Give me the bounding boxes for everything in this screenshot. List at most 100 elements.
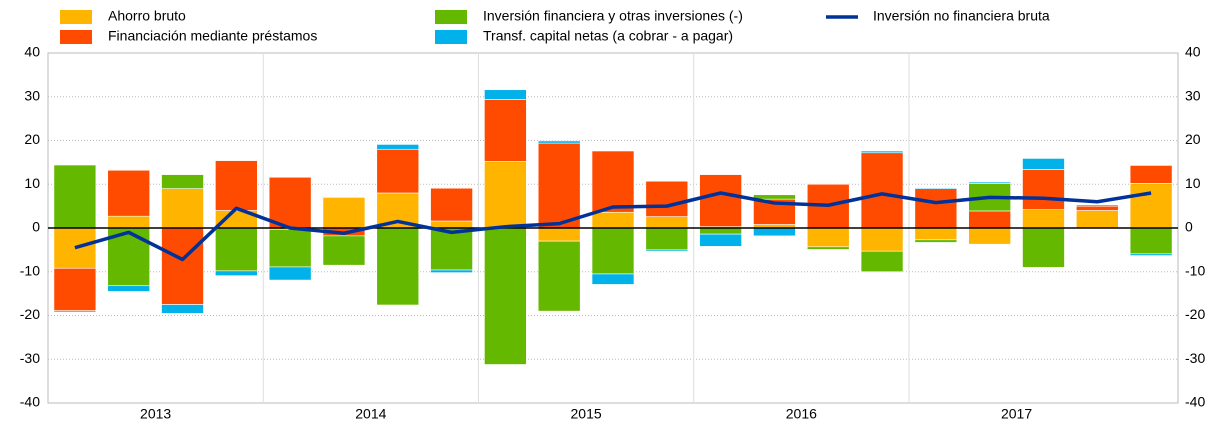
- bar-segment: [914, 188, 958, 229]
- y2-tick-label: -40: [1185, 394, 1205, 410]
- bar-segment: [430, 220, 473, 229]
- bar-segment: [806, 246, 850, 250]
- legend-label: Inversión financiera y otras inversiones…: [483, 8, 743, 24]
- bar-segment: [322, 235, 366, 266]
- bar-segment: [860, 227, 904, 252]
- bar-segment: [914, 187, 958, 189]
- y2-tick-label: 30: [1185, 87, 1201, 103]
- bar-segment: [860, 150, 904, 154]
- bar-segment: [484, 99, 527, 162]
- bar-segment: [484, 89, 527, 100]
- x-tick-label: 2014: [355, 406, 386, 422]
- bar-segment: [860, 152, 904, 229]
- bar-segment: [161, 304, 204, 314]
- y2-tick-label: -10: [1185, 262, 1205, 278]
- bar-segment: [1022, 227, 1065, 268]
- bar-segment: [430, 227, 473, 271]
- y-tick-label: 30: [24, 87, 40, 103]
- bar-segment: [215, 160, 258, 211]
- bar-segment: [537, 227, 581, 242]
- bar-segment: [968, 210, 1011, 229]
- y2-tick-label: 0: [1185, 219, 1193, 235]
- bar-segment: [645, 249, 689, 252]
- x-tick-label: 2016: [786, 406, 817, 422]
- bar-segment: [591, 227, 635, 275]
- bar-segment: [53, 310, 97, 313]
- bar-segment: [914, 227, 958, 241]
- bar-segment: [430, 269, 473, 273]
- legend-label: Transf. capital netas (a cobrar - a paga…: [483, 28, 733, 44]
- x-tick-label: 2017: [1001, 406, 1032, 422]
- y-tick-label: -10: [20, 262, 40, 278]
- y-tick-label: 40: [24, 44, 40, 60]
- bar-segment: [1076, 204, 1119, 207]
- bar-segment: [753, 194, 796, 200]
- bar-segment: [1129, 253, 1173, 256]
- bar-segment: [107, 285, 150, 292]
- y-tick-label: -20: [20, 306, 40, 322]
- bar-segment: [537, 140, 581, 144]
- bar-segment: [537, 240, 581, 312]
- bar-segment: [914, 239, 958, 243]
- bar-segment: [1022, 209, 1065, 229]
- bar-segment: [860, 250, 904, 273]
- bar-segment: [53, 267, 97, 311]
- line-series: [74, 191, 1152, 262]
- bar-segment: [215, 227, 258, 272]
- bar-segment: [699, 174, 742, 227]
- y-tick-label: 0: [32, 219, 40, 235]
- bar-segment: [591, 150, 635, 213]
- bar-segment: [645, 227, 689, 251]
- bar-segment: [484, 227, 527, 365]
- y-tick-label: -40: [20, 394, 40, 410]
- legend-swatch: [60, 30, 92, 44]
- bar-segment: [430, 187, 473, 222]
- y-tick-label: -30: [20, 350, 40, 366]
- bar-segment: [537, 142, 581, 229]
- bar-segment: [806, 227, 850, 248]
- y2-tick-label: 10: [1185, 175, 1201, 191]
- bar-segment: [591, 211, 635, 229]
- bar-segment: [107, 215, 150, 229]
- legend-label: Ahorro bruto: [108, 8, 186, 24]
- bar-segment: [645, 216, 689, 229]
- bar-segment: [161, 227, 204, 305]
- x-tick-label: 2015: [571, 406, 602, 422]
- bar-segment: [1076, 210, 1119, 229]
- y2-tick-label: 40: [1185, 44, 1201, 60]
- bar-segment: [1022, 169, 1065, 210]
- bar-segment: [699, 233, 742, 247]
- bar-segment: [107, 169, 150, 217]
- bar-segment: [1129, 227, 1173, 255]
- bar-segment: [215, 270, 258, 276]
- bar-segment: [1076, 205, 1119, 211]
- bar-segment: [53, 227, 97, 269]
- bar-segment: [322, 197, 366, 229]
- y2-tick-label: -30: [1185, 350, 1205, 366]
- bar-segment: [376, 148, 420, 194]
- y2-tick-label: -20: [1185, 306, 1205, 322]
- legend-label: Inversión no financiera bruta: [873, 8, 1050, 24]
- legend-label: Financiación mediante préstamos: [108, 28, 317, 44]
- x-tick-label: 2013: [140, 406, 171, 422]
- bar-segment: [376, 144, 420, 150]
- bar-segment: [268, 176, 312, 229]
- bar-segment: [53, 164, 97, 229]
- bar-segment: [1022, 158, 1065, 170]
- y-tick-label: 20: [24, 131, 40, 147]
- bar-segment: [161, 174, 204, 189]
- bar-segment: [376, 227, 420, 306]
- y-tick-label: 10: [24, 175, 40, 191]
- bar-segment: [591, 273, 635, 285]
- bar-segment: [645, 180, 689, 217]
- bar-segment: [1129, 165, 1173, 184]
- bar-segment: [1129, 183, 1173, 229]
- bar-segment: [484, 161, 527, 229]
- bar-segment: [753, 227, 796, 237]
- y2-tick-label: 20: [1185, 131, 1201, 147]
- legend-swatch: [435, 30, 467, 44]
- bar-segment: [268, 266, 312, 281]
- bar-segment: [699, 227, 742, 235]
- legend-swatch: [60, 10, 92, 24]
